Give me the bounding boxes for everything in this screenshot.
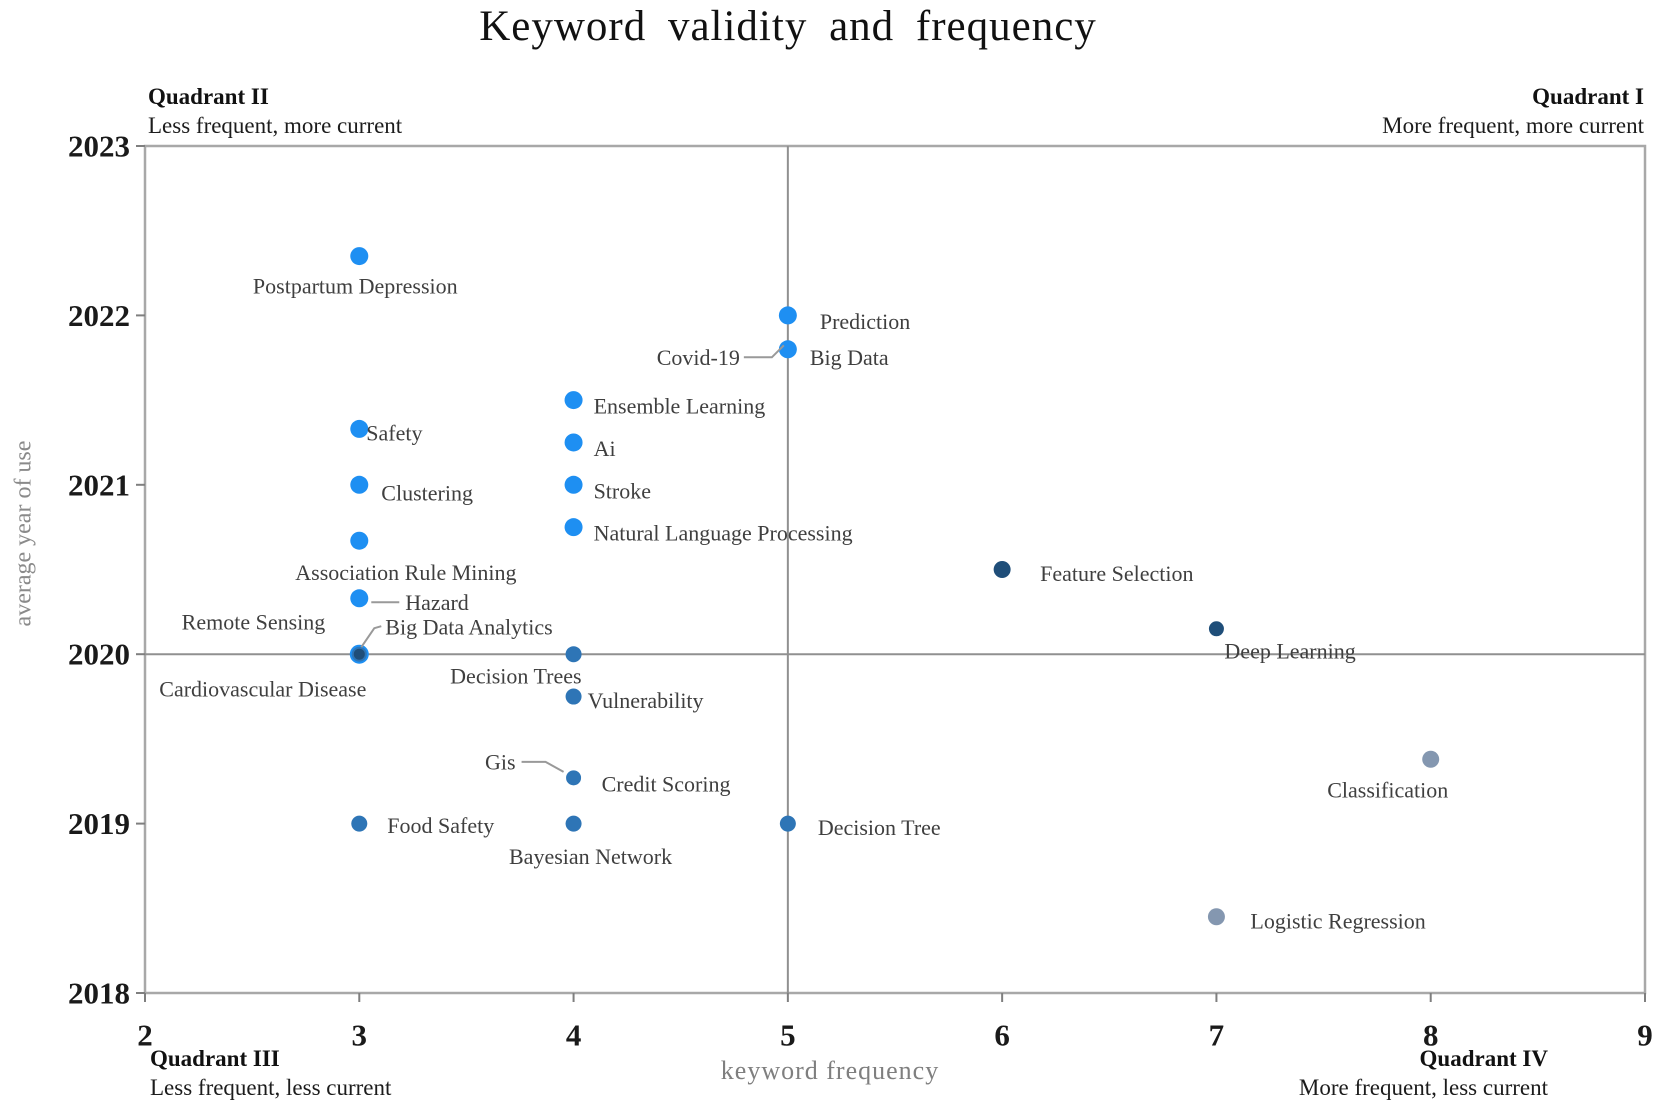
leader-line-covid-19 xyxy=(743,344,785,359)
y-tick-label: 2019 xyxy=(68,806,130,841)
data-point-stroke xyxy=(564,475,583,494)
quadrant-4-label: Quadrant IV More frequent, less current xyxy=(1299,1044,1548,1102)
leader-line-big-data-analytics xyxy=(360,625,382,648)
data-point-food-safety xyxy=(351,815,368,832)
quadrant-4-desc: More frequent, less current xyxy=(1298,1075,1548,1100)
point-label-association-rule-mining: Association Rule Mining xyxy=(295,560,516,585)
data-point-big-data-analytics xyxy=(353,648,365,660)
data-point-prediction xyxy=(778,306,797,325)
x-tick-label: 2 xyxy=(137,1018,153,1053)
point-label-prediction: Prediction xyxy=(820,309,910,334)
data-point-big-data xyxy=(778,340,797,359)
data-point-ensemble-learning xyxy=(564,391,583,410)
chart-title: Keyword validity and frequency xyxy=(479,3,1097,50)
quadrant-1-label: Quadrant I More frequent, more current xyxy=(1382,82,1644,140)
x-tick-label: 9 xyxy=(1637,1018,1653,1053)
point-label-stroke: Stroke xyxy=(594,478,651,503)
data-point-classification xyxy=(1422,750,1440,768)
y-tick-label: 2018 xyxy=(68,976,130,1011)
point-label-decision-tree: Decision Tree xyxy=(818,815,941,840)
point-label-ai: Ai xyxy=(594,436,616,461)
data-point-gis xyxy=(566,770,582,786)
point-label-feature-selection: Feature Selection xyxy=(1040,561,1193,586)
point-label-remote-sensing: Remote Sensing xyxy=(182,610,326,635)
quadrant-2-name: Quadrant II xyxy=(148,84,269,109)
quadrant-3-name: Quadrant III xyxy=(150,1046,280,1071)
y-tick-label: 2020 xyxy=(68,637,130,672)
data-point-logistic-regression xyxy=(1207,908,1225,926)
data-point-feature-selection xyxy=(993,561,1011,578)
x-tick-label: 6 xyxy=(994,1018,1010,1053)
point-label-gis: Gis xyxy=(485,749,516,774)
point-label-natural-language-processing: Natural Language Processing xyxy=(594,521,853,546)
y-tick-label: 2022 xyxy=(68,298,130,333)
quadrant-4-name: Quadrant IV xyxy=(1419,1046,1548,1071)
data-point-ai xyxy=(564,433,583,452)
data-point-natural-language-processing xyxy=(564,518,583,537)
point-label-food-safety: Food Safety xyxy=(387,813,494,838)
x-tick-label: 4 xyxy=(566,1018,582,1053)
point-label-cardiovascular-disease: Cardiovascular Disease xyxy=(159,677,366,702)
data-point-postpartum-depression xyxy=(350,247,369,266)
x-tick-label: 7 xyxy=(1209,1018,1225,1053)
quadrant-2-label: Quadrant II Less frequent, more current xyxy=(148,82,402,140)
y-tick-label: 2021 xyxy=(68,467,130,502)
data-point-association-rule-mining xyxy=(350,531,369,550)
data-point-safety xyxy=(350,419,369,438)
x-tick-label: 8 xyxy=(1423,1018,1439,1053)
point-label-decision-trees: Decision Trees xyxy=(450,664,581,689)
point-label-covid-19: Covid-19 xyxy=(657,345,740,370)
x-tick-label: 5 xyxy=(780,1018,796,1053)
quadrant-2-desc: Less frequent, more current xyxy=(148,113,403,138)
point-label-classification: Classification xyxy=(1327,778,1448,803)
point-label-logistic-regression: Logistic Regression xyxy=(1250,908,1425,933)
y-tick-label: 2023 xyxy=(68,129,130,164)
data-point-hazard xyxy=(350,589,369,608)
point-label-credit-scoring: Credit Scoring xyxy=(602,771,731,796)
quadrant-3-label: Quadrant III Less frequent, less current xyxy=(150,1044,391,1102)
data-point-deep-learning xyxy=(1208,621,1224,637)
point-label-clustering: Clustering xyxy=(381,480,473,505)
quadrant-1-name: Quadrant I xyxy=(1532,84,1644,109)
data-point-clustering xyxy=(350,475,369,494)
point-label-bayesian-network: Bayesian Network xyxy=(509,844,672,869)
data-point-vulnerability xyxy=(565,688,582,705)
quadrant-1-desc: More frequent, more current xyxy=(1382,113,1644,138)
y-axis-title: average year of use xyxy=(10,440,37,627)
data-point-decision-tree xyxy=(779,815,796,832)
point-label-ensemble-learning: Ensemble Learning xyxy=(594,394,766,419)
point-label-hazard: Hazard xyxy=(405,590,469,615)
point-label-postpartum-depression: Postpartum Depression xyxy=(253,274,458,299)
quadrant-3-desc: Less frequent, less current xyxy=(150,1075,392,1100)
point-label-safety: Safety xyxy=(366,420,422,445)
x-tick-label: 3 xyxy=(352,1018,368,1053)
point-label-vulnerability: Vulnerability xyxy=(588,688,704,713)
data-point-bayesian-network xyxy=(565,815,582,832)
point-label-big-data-analytics: Big Data Analytics xyxy=(385,615,552,640)
plot-border xyxy=(143,144,1647,995)
data-point-decision-trees xyxy=(565,646,582,663)
point-label-big-data: Big Data xyxy=(810,345,889,370)
leader-line-gis xyxy=(521,760,565,773)
point-label-deep-learning: Deep Learning xyxy=(1224,638,1355,663)
x-axis-title: keyword frequency xyxy=(720,1056,940,1085)
